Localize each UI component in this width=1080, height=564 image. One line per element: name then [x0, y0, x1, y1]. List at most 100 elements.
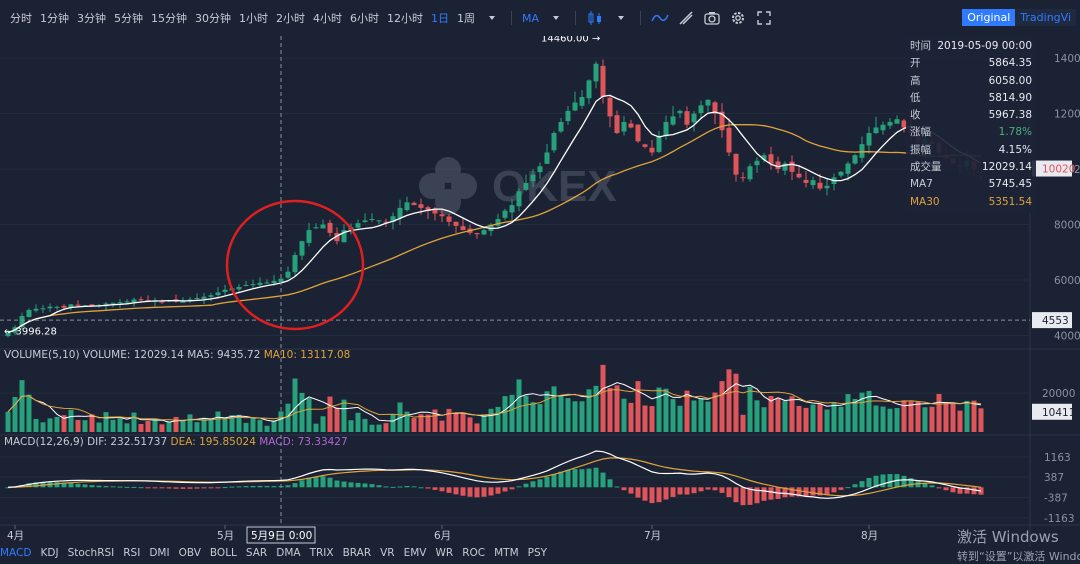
os-activation-hint: 转到“设置”以激活 Windows。 — [957, 550, 1080, 563]
macd-bar — [61, 482, 67, 488]
tab-wr[interactable]: WR — [435, 547, 454, 559]
candle-body — [250, 284, 256, 286]
draw-tool-icon[interactable] — [676, 8, 696, 28]
chevron-down-icon[interactable] — [482, 8, 502, 28]
tab-psy[interactable]: PSY — [527, 547, 548, 559]
timeframe-0[interactable]: 分时 — [10, 12, 32, 25]
candle-body — [621, 121, 627, 132]
macd-bar — [236, 486, 242, 488]
volume-bar — [47, 418, 53, 432]
volume-bar — [761, 407, 767, 432]
candle-body — [894, 119, 900, 124]
info-row: 低 5814.90 — [910, 90, 1032, 107]
candle-body — [824, 185, 830, 189]
toolbar-divider — [640, 11, 642, 25]
chevron-down-icon[interactable] — [611, 8, 631, 28]
tab-sar[interactable]: SAR — [245, 547, 268, 559]
macd-bar — [411, 486, 417, 488]
tab-dma[interactable]: DMA — [276, 547, 301, 559]
fullscreen-icon[interactable] — [754, 8, 774, 28]
candle-body — [733, 153, 739, 175]
tab-trix[interactable]: TRIX — [309, 547, 334, 559]
x-tick-label: 7月 — [644, 530, 661, 542]
tab-rsi[interactable]: RSI — [123, 547, 141, 559]
volume-bar — [40, 422, 46, 432]
macd-bar — [817, 487, 823, 496]
tab-emv[interactable]: EMV — [403, 547, 427, 559]
price-chart[interactable]: 4000 6000 8000 10020 12000 14000 20000 1163 387 -… — [0, 36, 1080, 547]
macd-bar — [936, 487, 942, 489]
tab-mtm[interactable]: MTM — [494, 547, 519, 559]
timeframe-7[interactable]: 2小时 — [276, 12, 305, 25]
mode-tradingview-button[interactable]: TradingVi — [1015, 9, 1076, 26]
macd-bar — [110, 486, 116, 488]
volume-bar — [719, 381, 725, 432]
candle-body — [320, 224, 326, 229]
macd-bar — [103, 486, 109, 488]
volume-bar — [187, 414, 193, 432]
volume-bar — [299, 392, 305, 432]
tab-kdj[interactable]: KDJ — [40, 547, 59, 559]
macd-tick-label: -1163 — [1044, 513, 1075, 525]
macd-bar — [5, 487, 11, 489]
candle-body — [852, 155, 858, 164]
indicator-select[interactable]: MA — [522, 11, 540, 25]
info-value: 5351.54 — [988, 195, 1032, 208]
volume-bar — [264, 425, 270, 432]
tab-vr[interactable]: VR — [380, 547, 395, 559]
candle-body — [803, 179, 809, 183]
tab-dmi[interactable]: DMI — [149, 547, 170, 559]
candle-body — [236, 286, 242, 290]
info-value: 5864.35 — [988, 57, 1032, 70]
volume-bar — [530, 402, 536, 432]
candle-type-icon[interactable] — [585, 8, 605, 28]
volume-bar — [894, 408, 900, 432]
candle-body — [40, 308, 46, 310]
timeframe-6[interactable]: 1小时 — [239, 12, 268, 25]
info-label: 成交量 — [910, 161, 942, 174]
candle-body — [299, 241, 305, 256]
volume-bar — [824, 409, 830, 432]
timeframe-8[interactable]: 4小时 — [313, 12, 342, 25]
chevron-down-icon[interactable] — [546, 8, 566, 28]
macd-bar — [432, 487, 438, 490]
indicator-tabs: MACD KDJ StochRSI RSI DMI OBV BOLL SAR DMA TRIX BR… — [0, 547, 556, 561]
tab-brar[interactable]: BRAR — [342, 547, 372, 559]
macd-bar — [950, 487, 956, 493]
tab-obv[interactable]: OBV — [178, 547, 201, 559]
macd-bar — [537, 479, 543, 488]
tab-roc[interactable]: ROC — [462, 547, 486, 559]
candle-body — [439, 214, 445, 217]
candle-body — [880, 124, 886, 131]
timeframe-9[interactable]: 6小时 — [350, 12, 379, 25]
macd-bar — [544, 476, 550, 488]
candle-body — [593, 63, 599, 82]
timeframe-3[interactable]: 5分钟 — [114, 12, 143, 25]
info-value: 4.15% — [998, 143, 1032, 156]
indicator-wave-icon[interactable] — [650, 8, 670, 28]
timeframe-11[interactable]: 1日 — [431, 12, 449, 25]
info-row: 振幅 4.15% — [910, 142, 1032, 159]
candle-body — [516, 191, 522, 207]
tab-stochrsi[interactable]: StochRSI — [67, 547, 115, 559]
timeframe-5[interactable]: 30分钟 — [195, 12, 231, 25]
camera-icon[interactable] — [702, 8, 722, 28]
macd-bar — [873, 475, 879, 488]
timeframe-12[interactable]: 1周 — [457, 12, 475, 25]
timeframe-10[interactable]: 12小时 — [387, 12, 423, 25]
volume-bar — [460, 412, 466, 432]
timeframe-4[interactable]: 15分钟 — [151, 12, 187, 25]
volume-bar — [110, 419, 116, 432]
macd-bar — [446, 487, 452, 493]
volume-bar — [131, 412, 137, 432]
mode-original-button[interactable]: Original — [962, 9, 1016, 26]
timeframe-1[interactable]: 1分钟 — [40, 12, 69, 25]
volume-bar — [5, 411, 11, 432]
gear-icon[interactable] — [728, 8, 748, 28]
macd-bar — [726, 487, 732, 498]
volume-bar — [712, 392, 718, 432]
tab-macd[interactable]: MACD — [0, 547, 32, 559]
tab-boll[interactable]: BOLL — [209, 547, 237, 559]
timeframe-2[interactable]: 3分钟 — [77, 12, 106, 25]
os-activation-watermark: 激活 Windows — [957, 528, 1059, 546]
